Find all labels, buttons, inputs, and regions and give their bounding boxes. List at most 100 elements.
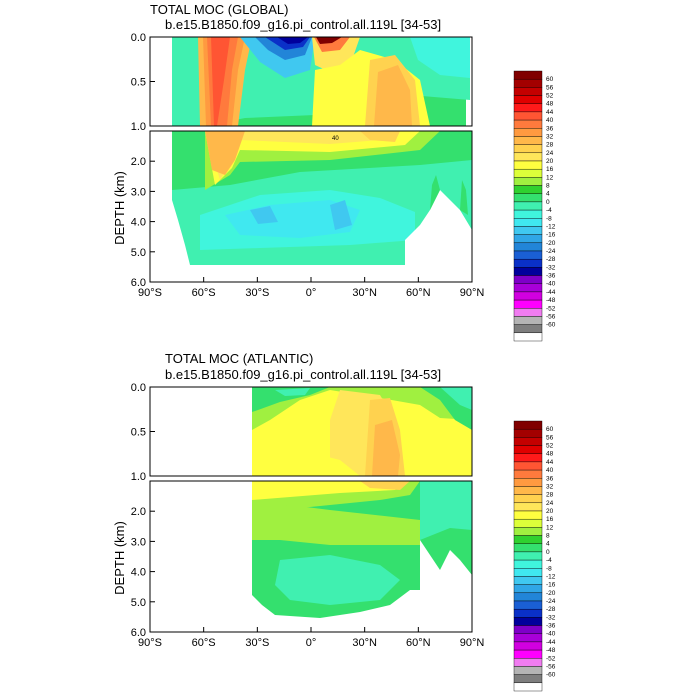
colorbar-label: 52 — [546, 93, 554, 100]
colorbar-swatch — [513, 152, 543, 162]
colorbar-label: 8 — [546, 533, 550, 540]
colorbar-swatch — [513, 185, 543, 194]
colorbar-label: 8 — [546, 183, 550, 190]
global-xticks: 90°S 60°S 30°S 0° 30°N 60°N 90°N — [138, 277, 484, 299]
colorbar-label: 60 — [546, 426, 554, 433]
atlantic-lower-field — [150, 481, 472, 632]
colorbar-swatch — [513, 666, 543, 675]
colorbar-label: 0 — [546, 549, 550, 556]
colorbar-label: -16 — [546, 582, 556, 589]
colorbar-label: -24 — [546, 598, 556, 605]
global-panel: TOTAL MOC (GLOBAL) b.e15.B1850.f09_g16.p… — [112, 2, 484, 299]
x-tick-label: 90°N — [460, 637, 485, 649]
global-title: TOTAL MOC (GLOBAL) — [150, 2, 288, 17]
colorbar-label: -28 — [546, 606, 556, 613]
x-tick-label: 90°N — [460, 287, 485, 299]
colorbar-swatch — [513, 275, 543, 284]
global-upper-field — [150, 37, 470, 126]
colorbar-swatch — [513, 87, 543, 96]
global-annotation: 40 — [332, 136, 339, 142]
x-tick-label: 60°S — [192, 287, 216, 299]
colorbar-swatch — [513, 649, 543, 659]
colorbar-label: -24 — [546, 248, 556, 255]
colorbar-swatch — [513, 502, 543, 512]
y-tick-label: 6.0 — [131, 627, 146, 639]
atlantic-upper-field — [150, 387, 472, 476]
y-tick-label: 0.0 — [131, 382, 146, 394]
colorbar-swatch — [513, 682, 543, 692]
colorbar-swatch — [513, 617, 543, 626]
colorbar-swatch — [513, 119, 543, 129]
colorbar-swatch — [513, 218, 543, 227]
x-tick-label: 60°N — [406, 287, 431, 299]
y-tick-label: 4.0 — [131, 567, 146, 579]
colorbar-label: -48 — [546, 647, 556, 654]
colorbar-label: -56 — [546, 663, 556, 670]
colorbar-label: 32 — [546, 133, 554, 140]
colorbar-swatch — [513, 332, 543, 342]
colorbar-label: -20 — [546, 240, 556, 247]
colorbar-label: 24 — [546, 150, 554, 157]
colorbar-swatch — [513, 674, 543, 684]
colorbar-swatch — [513, 420, 543, 430]
colorbar-swatch — [513, 633, 543, 643]
colorbar-swatch — [513, 299, 543, 309]
global-ylabel: DEPTH (km) — [112, 171, 127, 245]
atlantic-lower-yticks: 2.0 3.0 4.0 5.0 6.0 — [131, 506, 155, 639]
colorbar-label: 48 — [546, 101, 554, 108]
colorbar-swatch — [513, 177, 543, 186]
colorbar-label: 12 — [546, 174, 554, 181]
colorbar-label: 40 — [546, 117, 554, 124]
colorbar-label: -4 — [546, 557, 552, 564]
x-tick-label: 0° — [306, 637, 317, 649]
colorbar-swatch — [513, 193, 543, 203]
colorbar-label: -8 — [546, 565, 552, 572]
colorbar-swatch — [513, 136, 543, 145]
colorbar-swatch — [513, 226, 543, 235]
colorbar-label: 24 — [546, 500, 554, 507]
y-tick-label: 2.0 — [131, 506, 146, 518]
colorbar-swatch — [513, 518, 543, 528]
colorbar-label: 28 — [546, 142, 554, 149]
y-tick-label: 0.5 — [131, 77, 146, 89]
colorbar-label: -20 — [546, 590, 556, 597]
colorbar-swatch — [513, 576, 543, 585]
y-tick-label: 5.0 — [131, 597, 146, 609]
y-tick-label: 4.0 — [131, 217, 146, 229]
colorbar-label: -36 — [546, 623, 556, 630]
colorbar-label: -32 — [546, 264, 556, 271]
colorbar-label: -60 — [546, 322, 556, 329]
global-subtitle: b.e15.B1850.f09_g16.pi_control.all.119L … — [165, 17, 441, 32]
colorbar-label: 4 — [546, 541, 550, 548]
colorbar-swatch — [513, 600, 543, 610]
global-upper-yticks: 0.0 0.5 1.0 — [131, 32, 155, 133]
x-tick-label: 0° — [306, 287, 317, 299]
colorbar-label: -52 — [546, 655, 556, 662]
colorbar-label: 56 — [546, 84, 554, 91]
colorbar-swatch — [513, 250, 543, 260]
atlantic-title: TOTAL MOC (ATLANTIC) — [165, 351, 313, 366]
colorbar-label: 12 — [546, 524, 554, 531]
x-tick-label: 60°S — [192, 637, 216, 649]
atlantic-panel: TOTAL MOC (ATLANTIC) b.e15.B1850.f09_g16… — [112, 351, 484, 649]
colorbar-label: 56 — [546, 434, 554, 441]
atlantic-ylabel: DEPTH (km) — [112, 521, 127, 595]
colorbar-label: -12 — [546, 573, 556, 580]
colorbar-swatch — [513, 267, 543, 276]
colorbar-swatch — [513, 494, 543, 504]
x-tick-label: 90°S — [138, 287, 162, 299]
colorbar-swatch — [513, 658, 543, 667]
y-tick-label: 3.0 — [131, 536, 146, 548]
colorbar-label: -44 — [546, 639, 556, 646]
colorbar-swatch — [513, 316, 543, 325]
colorbar-label: 20 — [546, 508, 554, 515]
colorbar-label: -12 — [546, 223, 556, 230]
colorbar-label: -8 — [546, 215, 552, 222]
colorbar-label: -16 — [546, 232, 556, 239]
y-tick-label: 1.0 — [131, 121, 146, 133]
colorbar-swatch — [513, 95, 543, 104]
colorbar-label: 20 — [546, 158, 554, 165]
y-tick-label: 0.0 — [131, 32, 146, 44]
colorbar-swatch — [513, 128, 543, 137]
x-tick-label: 30°N — [352, 287, 377, 299]
